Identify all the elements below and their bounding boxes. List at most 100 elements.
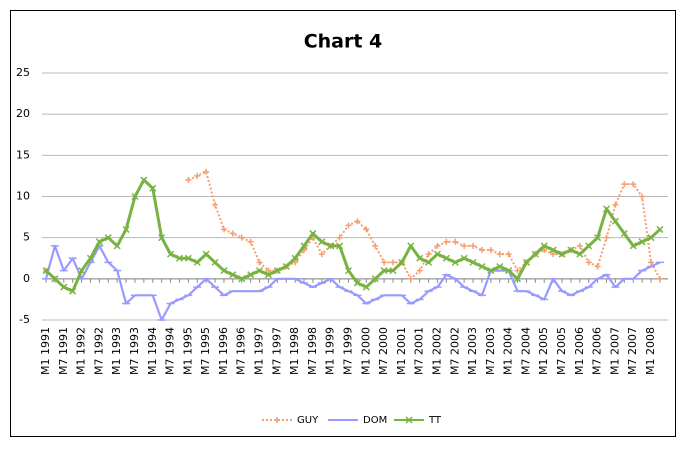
marker (149, 184, 157, 192)
x-tick-label: M7 2005 (555, 327, 568, 375)
x-tick-label: M1 1996 (217, 327, 230, 375)
y-tick-label: 20 (16, 107, 30, 120)
marker (184, 254, 192, 262)
marker (291, 254, 299, 262)
marker (238, 275, 246, 283)
marker (264, 271, 272, 279)
x-tick-label: M1 1994 (146, 327, 159, 375)
x-tick-label: M7 2001 (413, 327, 426, 375)
marker (416, 267, 423, 274)
marker (638, 238, 646, 246)
y-tick-label: 5 (23, 231, 30, 244)
marker (576, 250, 584, 258)
marker (648, 259, 654, 266)
marker (131, 192, 139, 201)
x-tick-label: M1 1998 (288, 327, 301, 375)
x-tick-label: M7 2000 (377, 327, 390, 375)
x-tick-label: M1 1995 (181, 327, 194, 375)
x-tick-label: M7 1997 (270, 327, 283, 375)
marker (433, 250, 442, 258)
marker (194, 172, 201, 179)
marker (238, 234, 245, 241)
marker (567, 246, 575, 254)
legend-label: TT (428, 415, 442, 426)
marker (389, 267, 397, 275)
x-tick-label: M7 2006 (591, 327, 604, 375)
marker (460, 254, 468, 262)
marker (380, 267, 388, 275)
x-tick-label: M1 2007 (608, 327, 621, 375)
marker (256, 259, 263, 266)
marker (95, 238, 103, 246)
series-line (44, 178, 661, 293)
marker (407, 242, 415, 250)
marker (398, 258, 406, 266)
x-tick-label: M1 2008 (644, 327, 657, 375)
marker (265, 267, 272, 274)
marker (389, 259, 396, 266)
marker (353, 279, 361, 287)
marker (211, 258, 219, 266)
marker (442, 254, 450, 262)
marker (158, 234, 166, 242)
marker (247, 271, 255, 279)
marker (612, 201, 619, 208)
marker (220, 226, 227, 233)
marker (470, 242, 477, 249)
marker (78, 267, 86, 275)
x-tick-label: M1 2000 (359, 327, 372, 375)
marker (594, 263, 601, 270)
x-tick-label: M1 1991 (39, 327, 52, 375)
marker (505, 251, 512, 258)
marker (122, 225, 130, 233)
x-tick-label: M7 1996 (235, 327, 248, 375)
marker (416, 254, 424, 262)
marker (273, 267, 281, 275)
marker (620, 230, 628, 238)
marker (496, 251, 503, 258)
series-line (44, 244, 661, 322)
marker (345, 222, 352, 229)
marker (443, 238, 450, 245)
series-tt (42, 176, 664, 295)
x-tick-label: M1 2003 (466, 327, 479, 375)
x-tick-label: M7 1992 (92, 327, 105, 375)
series-line (45, 170, 661, 280)
marker (86, 254, 95, 262)
marker (282, 262, 290, 271)
marker (585, 242, 593, 250)
x-tick-label: M1 2001 (395, 327, 408, 375)
marker (487, 247, 494, 254)
marker (514, 267, 521, 274)
marker (247, 238, 254, 245)
marker (602, 205, 611, 213)
marker (202, 250, 210, 258)
marker (193, 258, 201, 266)
marker (371, 275, 379, 283)
marker (478, 247, 485, 254)
marker (425, 251, 432, 258)
x-tick-label: M7 2004 (519, 327, 532, 375)
legend-marker (274, 417, 280, 423)
marker (354, 218, 361, 225)
marker (318, 251, 325, 258)
marker (611, 217, 619, 225)
marker (229, 230, 236, 237)
marker (639, 193, 646, 200)
marker (576, 242, 583, 249)
marker (487, 267, 495, 275)
marker (344, 267, 353, 275)
marker (496, 262, 504, 271)
x-tick-label: M1 1992 (75, 327, 88, 375)
marker (300, 242, 308, 250)
marker (550, 251, 557, 258)
y-tick-label: -5 (19, 313, 30, 326)
marker (363, 226, 370, 233)
y-tick-label: 25 (16, 66, 30, 79)
chart-border (10, 10, 676, 437)
marker (469, 258, 477, 266)
x-tick-label: M1 2006 (573, 327, 586, 375)
x-tick-label: M7 1994 (164, 327, 177, 375)
x-tick-label: M7 1993 (128, 327, 141, 375)
